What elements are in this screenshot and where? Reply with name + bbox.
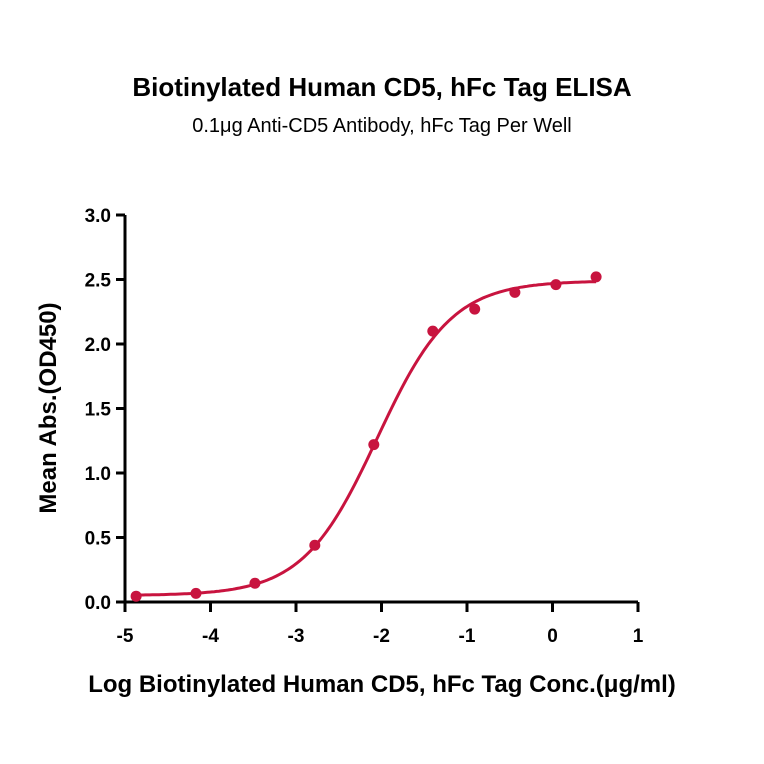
y-tick-label: 0.5 [85,529,112,550]
data-point [509,286,521,298]
chart-title: Biotinylated Human CD5, hFc Tag ELISA [132,72,632,102]
x-tick-label: -3 [288,626,305,647]
x-axis-label: Log Biotinylated Human CD5, hFc Tag Conc… [88,671,676,698]
data-point [590,271,602,283]
data-point [368,439,380,451]
y-axis-label: Mean Abs.(OD450) [35,302,62,513]
data-point [190,587,202,599]
data-point [249,577,261,589]
data-point [469,303,481,315]
x-tick-label: -5 [117,626,134,647]
data-point [427,325,439,337]
y-tick-label: 2.0 [85,335,111,356]
data-point [130,590,142,602]
x-tick-label: 0 [547,626,558,647]
data-point [550,279,562,291]
x-tick-label: -2 [373,626,390,647]
y-tick-label: 0.0 [85,593,111,614]
fit-curve [136,280,597,597]
data-point [309,539,321,551]
x-tick-label: 1 [633,626,644,647]
y-tick-label: 3.0 [85,206,111,227]
y-tick-label: 1.0 [85,464,111,485]
chart-subtitle: 0.1μg Anti-CD5 Antibody, hFc Tag Per Wel… [192,115,572,137]
x-tick-label: -1 [459,626,476,647]
y-tick-label: 2.5 [85,271,112,292]
x-tick-label: -4 [202,626,219,647]
y-tick-label: 1.5 [85,400,112,421]
